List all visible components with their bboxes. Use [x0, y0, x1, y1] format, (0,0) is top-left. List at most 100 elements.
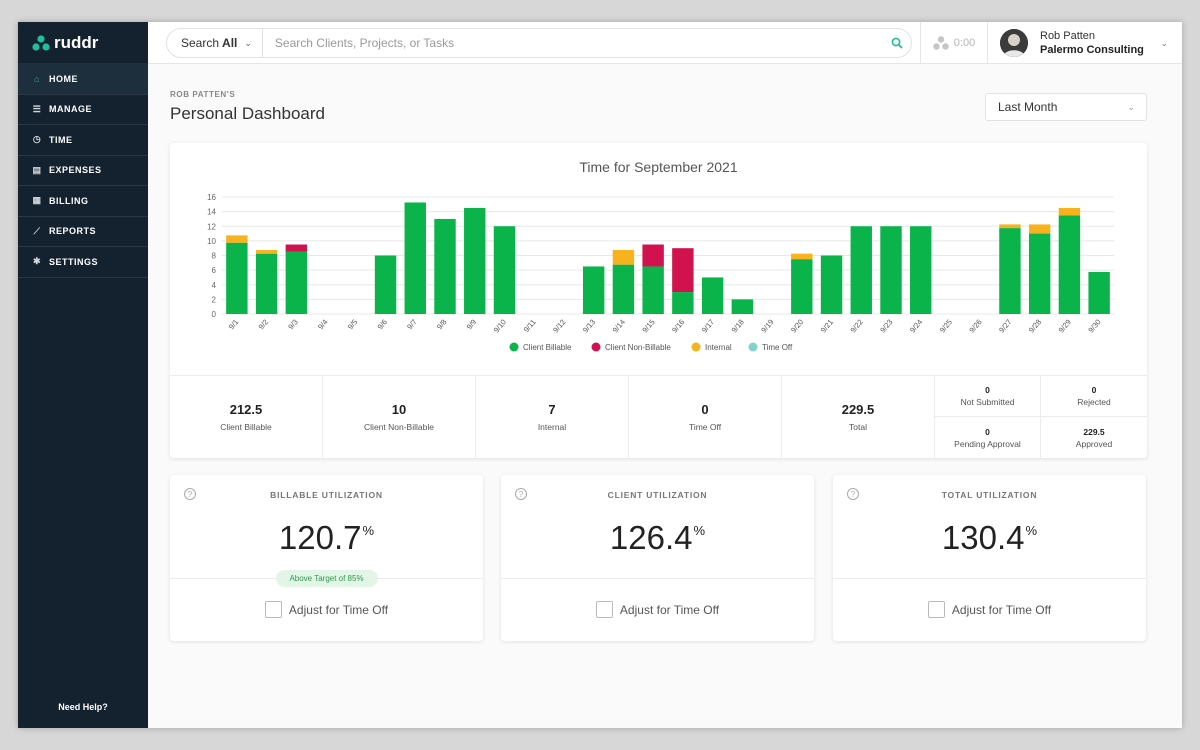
stat-label: Client Billable [220, 422, 272, 432]
y-tick-label: 10 [207, 237, 216, 246]
sidebar-item-settings[interactable]: ✱ SETTINGS [18, 247, 148, 278]
sidebar-item-manage[interactable]: ☰ MANAGE [18, 95, 148, 125]
x-tick-label: 9/8 [435, 318, 449, 332]
stat-pending-approval[interactable]: 0 Pending Approval [935, 417, 1041, 458]
gear-icon: ✱ [32, 256, 42, 267]
bar-segment[interactable] [612, 250, 635, 265]
search-bar: Search All ⌄ [166, 28, 912, 58]
bar-segment[interactable] [1028, 224, 1051, 234]
date-range-select[interactable]: Last Month ⌄ [985, 93, 1147, 121]
app-name: ruddr [54, 32, 99, 52]
need-help-link[interactable]: Need Help? [58, 702, 108, 712]
x-tick-label: 9/14 [611, 318, 627, 335]
bar-segment[interactable] [404, 202, 426, 314]
utilization-title: BILLABLE UTILIZATION [270, 490, 383, 500]
bar-segment[interactable] [464, 207, 486, 314]
bar-segment[interactable] [642, 244, 664, 267]
search-scope-dropdown[interactable]: Search All ⌄ [167, 29, 263, 57]
bar-segment[interactable] [1028, 233, 1051, 314]
bar-segment[interactable] [701, 277, 724, 314]
bar-segment[interactable] [1058, 215, 1081, 314]
stat-client-billable: 212.5 Client Billable [170, 376, 323, 458]
adjust-time-off-toggle[interactable]: Adjust for Time Off [501, 601, 814, 618]
bar-segment[interactable] [493, 226, 516, 314]
sidebar-item-home[interactable]: ⌂ HOME [18, 64, 148, 95]
y-tick-label: 6 [212, 266, 217, 275]
bar-segment[interactable] [791, 253, 813, 260]
bar-segment[interactable] [791, 259, 813, 314]
sidebar-item-billing[interactable]: ▦ BILLING [18, 186, 148, 217]
bar-segment[interactable] [880, 226, 902, 314]
utilization-title: CLIENT UTILIZATION [607, 490, 708, 500]
legend-swatch [509, 342, 519, 352]
help-icon[interactable]: ? [515, 488, 527, 500]
list-icon: ☰ [32, 103, 42, 114]
bar-segment[interactable] [582, 266, 605, 314]
bar-segment[interactable] [255, 253, 278, 314]
x-tick-label: 9/23 [878, 318, 894, 335]
bar-segment[interactable] [910, 226, 932, 314]
approval-stats: 0 Not Submitted 0 Rejected 0 Pending App… [935, 376, 1147, 458]
bar-segment[interactable] [285, 251, 308, 314]
bar-segment[interactable] [642, 266, 664, 314]
app-logo[interactable]: ruddr [18, 22, 148, 64]
adjust-time-off-toggle[interactable]: Adjust for Time Off [170, 601, 483, 618]
search-icon[interactable] [883, 37, 911, 49]
legend-label: Client Billable [523, 343, 572, 352]
utilization-value: 120.7% [170, 519, 483, 557]
bar-segment[interactable] [1088, 271, 1110, 314]
user-menu[interactable]: Rob Patten Palermo Consulting ⌄ [990, 22, 1182, 64]
help-icon[interactable]: ? [847, 488, 859, 500]
timer-widget[interactable]: 0:00 [920, 22, 988, 64]
search-input[interactable] [262, 36, 883, 50]
sidebar-item-label: HOME [49, 73, 78, 84]
bar-segment[interactable] [820, 255, 843, 315]
x-tick-label: 9/27 [997, 318, 1013, 335]
x-tick-label: 9/6 [375, 318, 389, 332]
bar-segment[interactable] [226, 235, 248, 243]
adjust-time-off-checkbox[interactable] [595, 601, 613, 618]
stat-approved[interactable]: 229.5 Approved [1041, 417, 1147, 458]
sidebar-item-expenses[interactable]: ▤ EXPENSES [18, 156, 148, 186]
legend-label: Time Off [762, 343, 793, 352]
bar-segment[interactable] [850, 226, 872, 314]
bar-segment[interactable] [1058, 207, 1081, 216]
bar-segment[interactable] [255, 250, 278, 254]
chevron-down-icon: ⌄ [244, 37, 252, 48]
sidebar-item-time[interactable]: ◷ TIME [18, 125, 148, 156]
bar-segment[interactable] [226, 242, 248, 314]
sidebar-item-label: SETTINGS [49, 256, 99, 267]
legend-item[interactable]: Internal [691, 342, 732, 353]
stat-not-submitted[interactable]: 0 Not Submitted [935, 376, 1041, 417]
dashboard-owner-label: ROB PATTEN'S [170, 90, 236, 99]
adjust-time-off-checkbox[interactable] [264, 601, 282, 618]
chevron-down-icon: ⌄ [1160, 38, 1168, 48]
stat-label: Total [849, 422, 867, 432]
bar-segment[interactable] [731, 299, 754, 314]
sidebar: ruddr ⌂ HOME ☰ MANAGE ◷ TIME ▤ EXPENSES ▦ BILLING… [18, 22, 148, 728]
legend-item[interactable]: Client Non-Billable [591, 342, 672, 353]
receipt-icon: ▤ [32, 164, 42, 175]
user-name: Rob Patten [1040, 30, 1096, 42]
adjust-time-off-toggle[interactable]: Adjust for Time Off [833, 601, 1146, 618]
bar-segment[interactable] [999, 228, 1021, 314]
adjust-time-off-checkbox[interactable] [927, 601, 945, 618]
bar-segment[interactable] [672, 248, 694, 293]
help-icon[interactable]: ? [184, 488, 196, 500]
bar-segment[interactable] [434, 218, 456, 314]
sidebar-item-reports[interactable]: ⟋ REPORTS [18, 217, 148, 247]
bar-segment[interactable] [374, 255, 397, 315]
legend-label: Client Non-Billable [605, 343, 671, 352]
stat-rejected[interactable]: 0 Rejected [1041, 376, 1147, 417]
legend-item[interactable]: Client Billable [509, 342, 573, 353]
x-tick-label: 9/25 [938, 318, 954, 335]
bar-segment[interactable] [999, 224, 1021, 229]
bar-segment[interactable] [285, 244, 308, 252]
bar-segment[interactable] [612, 264, 635, 314]
legend-item[interactable]: Time Off [748, 342, 794, 353]
bar-segment[interactable] [672, 292, 694, 314]
x-tick-label: 9/28 [1027, 318, 1043, 335]
document-icon: ▦ [32, 195, 42, 206]
stat-value: 7 [548, 402, 556, 417]
x-tick-label: 9/9 [465, 318, 479, 332]
